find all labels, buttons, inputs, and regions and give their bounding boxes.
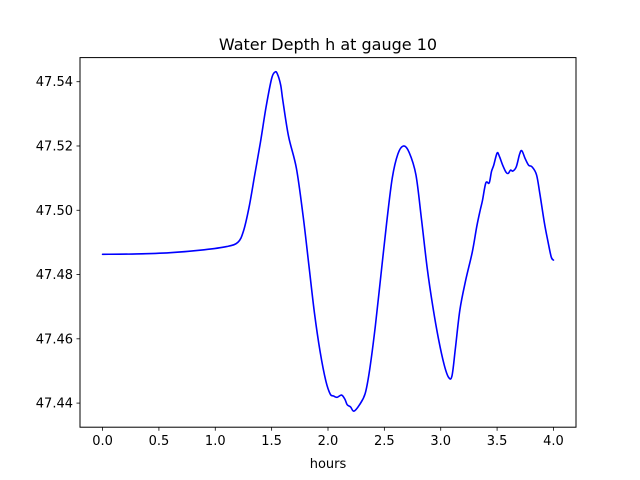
x-tick-label: 3.0 bbox=[430, 434, 451, 449]
y-tick-label: 47.48 bbox=[36, 268, 73, 283]
x-tick-label: 2.0 bbox=[318, 434, 339, 449]
x-tick-label: 4.0 bbox=[543, 434, 564, 449]
axis-ticks: 0.0 0.5 1.0 1.5 2.0 2.5 3.0 3.5 4.0 47.44 47.46 47.… bbox=[36, 75, 564, 449]
x-axis-label: hours bbox=[310, 457, 347, 472]
y-tick-label: 47.46 bbox=[36, 332, 73, 347]
y-tick-label: 47.52 bbox=[36, 139, 73, 154]
y-tick-label: 47.54 bbox=[36, 75, 73, 90]
x-tick-label: 1.0 bbox=[205, 434, 226, 449]
x-tick-label: 0.5 bbox=[149, 434, 170, 449]
x-tick-label: 0.0 bbox=[92, 434, 113, 449]
x-tick-label: 2.5 bbox=[374, 434, 395, 449]
chart-title: Water Depth h at gauge 10 bbox=[219, 35, 437, 54]
series-line bbox=[101, 70, 555, 412]
plot-area bbox=[101, 70, 555, 412]
x-tick-label: 1.5 bbox=[261, 434, 282, 449]
x-tick-label: 3.5 bbox=[487, 434, 508, 449]
y-tick-label: 47.44 bbox=[36, 397, 73, 412]
axes-frame bbox=[79, 57, 577, 428]
y-tick-label: 47.50 bbox=[36, 204, 73, 219]
